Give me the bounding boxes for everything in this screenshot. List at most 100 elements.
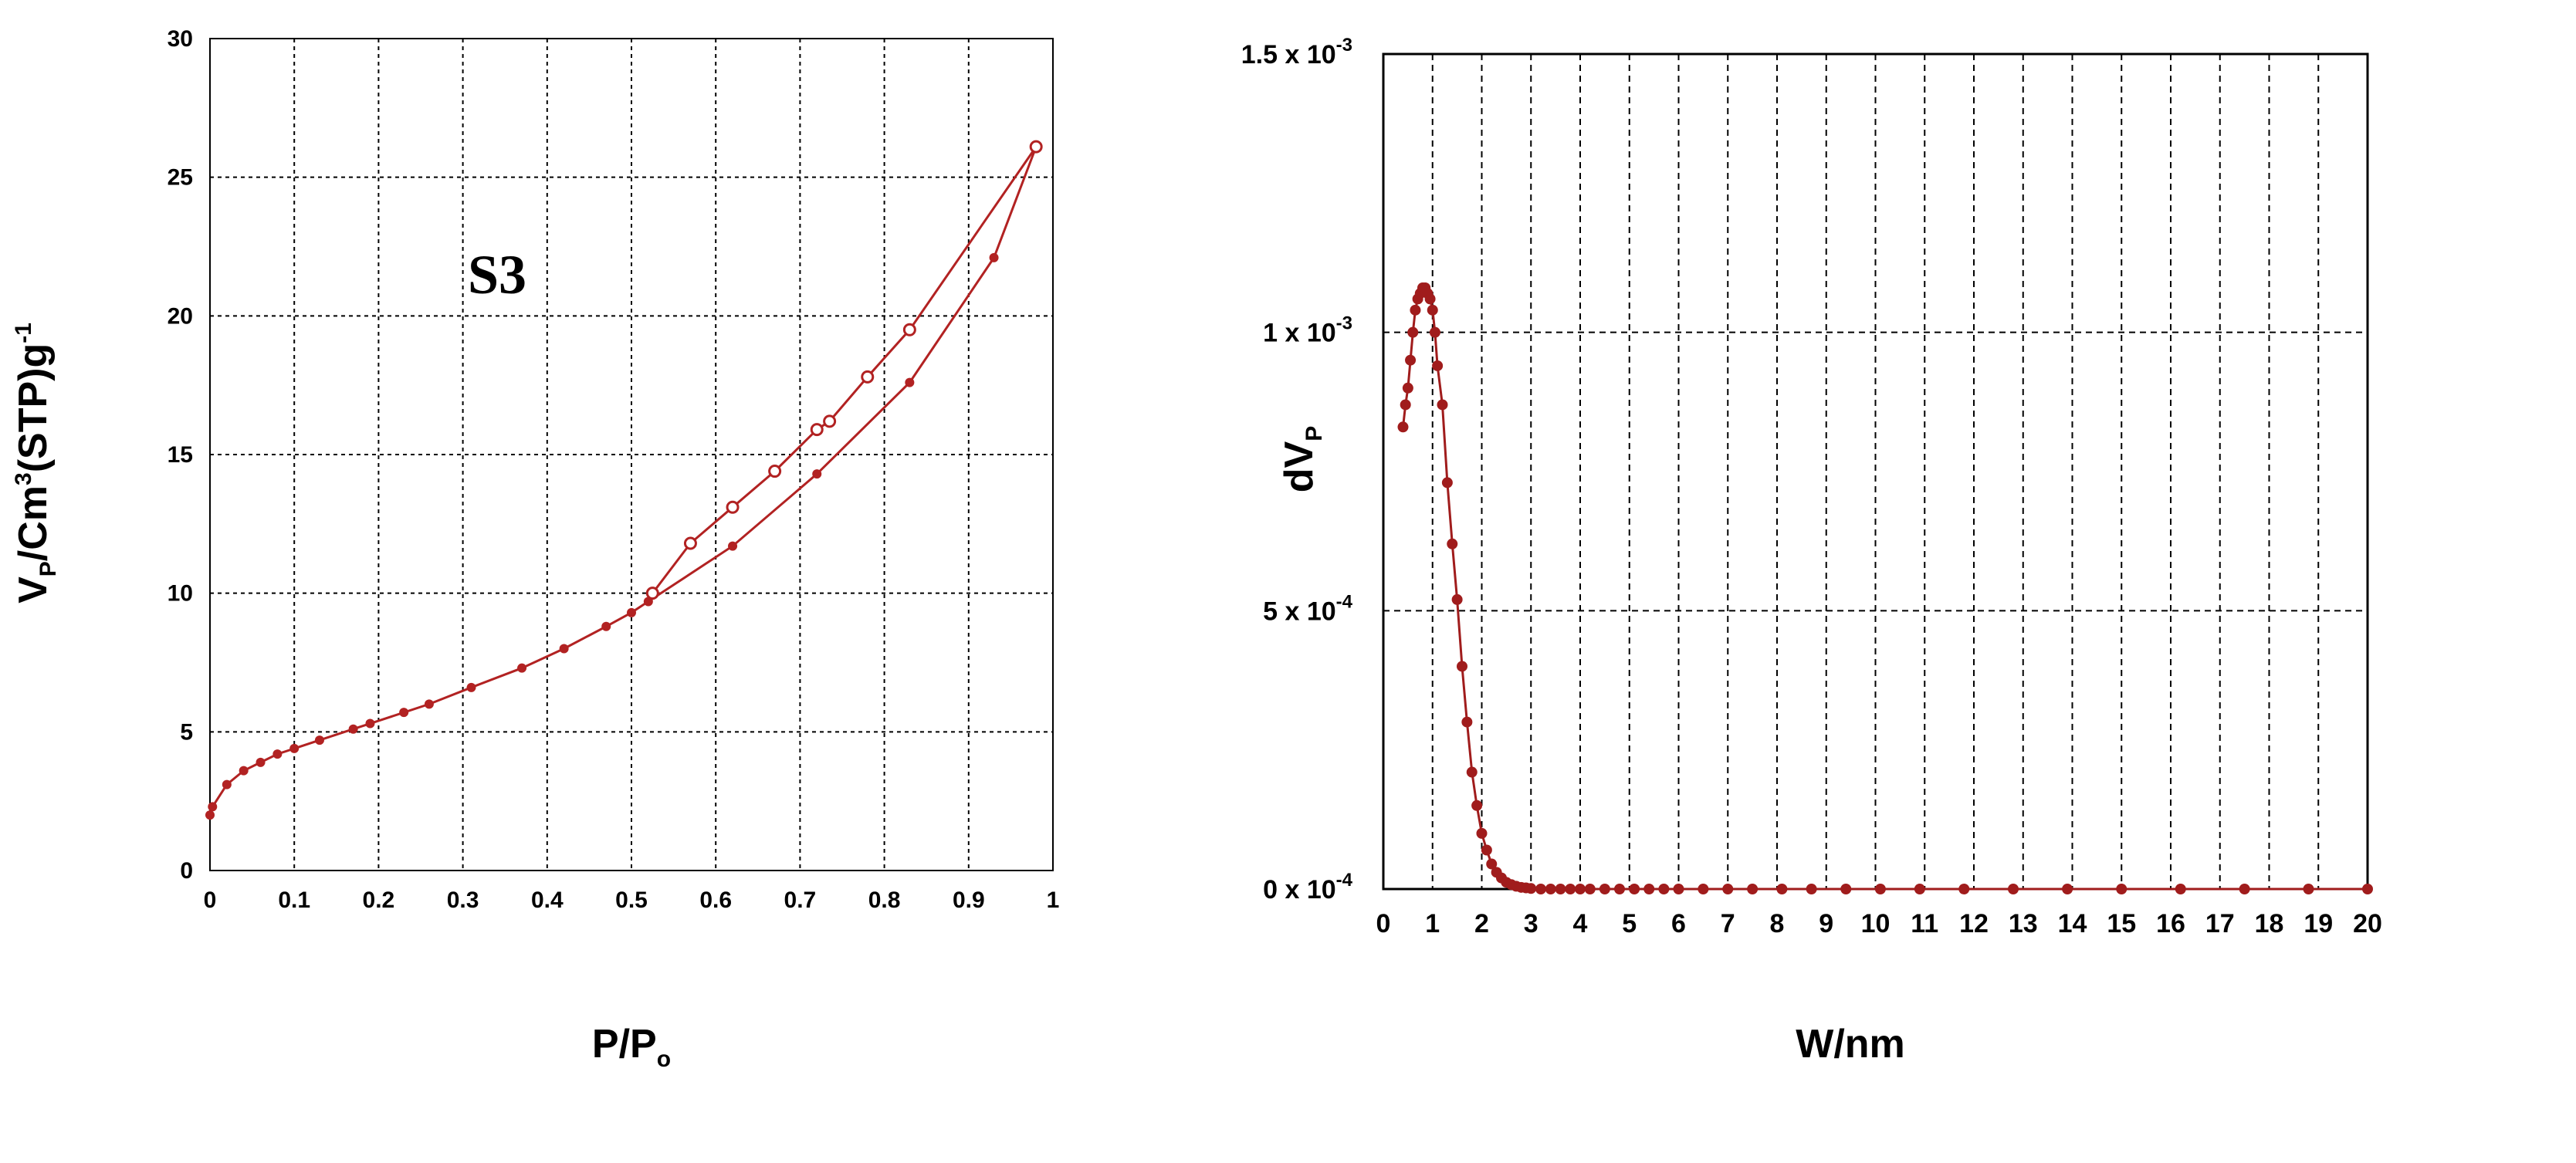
y-tick-exp: -3 [1336,35,1352,56]
x-tick-label: 0 [204,887,217,913]
x-tick-label: 4 [1573,909,1588,938]
x-tick-label: 0.3 [447,887,479,913]
y-axis-title-sup2: -1 [11,323,36,343]
y-tick-label: 10 [168,581,193,607]
y-tick-label: 0 [180,858,193,884]
y-axis-title-2-sub: P [1302,426,1327,441]
x-tick-label: 1 [1047,887,1060,913]
data-point [1424,293,1436,305]
data-point [812,469,822,479]
data-point [1427,304,1438,316]
y-axis-title: VP/Cm3(STP)g-1 [11,323,61,603]
data-point [1429,326,1440,338]
data-point [2362,884,2373,894]
data-point [2008,884,2019,894]
x-tick-label: 0 [1376,909,1391,938]
x-tick-label: 12 [1959,909,1989,938]
data-point [1466,766,1478,778]
y-tick-base: 1.5 x 10 [1241,40,1336,69]
data-point [1806,884,1817,894]
data-point [645,587,659,600]
y-tick-base: 5 x 10 [1263,597,1336,626]
x-axis-title-sub: o [657,1046,671,1072]
data-point [1410,304,1421,316]
data-point [1447,538,1458,549]
sample-label: S3 [468,244,526,306]
y-tick-base: 1 x 10 [1263,319,1336,348]
data-point [1958,884,1970,894]
y-tick-label: 15 [168,442,193,468]
data-point [1584,884,1596,894]
y-tick-label: 5 [180,719,193,745]
x-tick-label: 13 [2009,909,2038,938]
y-axis-title-2-main: dV [1277,441,1322,492]
data-point [517,663,527,673]
y-tick-label: 1.5 x 10-3 [1241,35,1352,69]
x-tick-label: 15 [2107,909,2136,938]
data-point [1471,800,1483,811]
data-point [2175,884,2186,894]
data-point [627,607,636,617]
data-point [1599,884,1610,894]
data-point [823,414,837,428]
series-layer-2 [1397,282,2373,894]
data-point [1698,884,1709,894]
y-axis-title-2: dVP [1277,426,1327,492]
data-point [1432,360,1444,371]
data-point [861,370,875,384]
y-axis-title-tail: (STP)g [11,343,56,473]
data-point [2116,884,2127,894]
data-point [208,802,218,812]
y-axis-title-sub: P [36,561,61,576]
x-axis-title-2: W/nm [1796,1022,1905,1067]
data-point [601,621,611,631]
data-point [348,724,358,734]
data-point [2062,884,2073,894]
data-point [365,718,375,729]
y-axis-title-sup: 3 [11,472,36,485]
y-tick-exp: -4 [1336,870,1353,891]
data-point [1629,884,1640,894]
x-tick-label: 9 [1819,909,1833,938]
data-point [1575,884,1586,894]
data-point [1525,883,1537,894]
y-tick-label: 25 [168,165,193,191]
plot-area-2 [1382,52,2369,891]
y-tick-labels: 0 5 10 15 20 25 30 [168,26,193,884]
y-tick-exp: -3 [1336,313,1352,334]
x-tick-label: 10 [1861,909,1891,938]
x-tick-label: 0.8 [868,887,901,913]
isotherm-chart: 0 0.1 0.2 0.3 0.4 0.5 0.6 0.7 0.8 0.9 1 0 5 10 15 20 25… [11,26,1059,1072]
data-point [399,708,409,718]
data-point [728,541,738,551]
data-point [239,766,249,776]
data-point [1840,884,1852,894]
data-point [1747,884,1759,894]
data-point [222,779,232,789]
x-tick-label: 19 [2304,909,2333,938]
x-tick-label: 0.1 [278,887,310,913]
y-tick-label: 0 x 10-4 [1263,870,1353,904]
data-point [905,377,915,387]
data-point [902,323,916,336]
x-tick-label: 0.6 [699,887,732,913]
data-point [1476,827,1488,839]
x-tick-label: 11 [1911,909,1938,938]
x-axis-title: P/Po [592,1022,671,1072]
x-tick-label: 0.4 [531,887,564,913]
data-point [1874,884,1886,894]
grid-2 [1383,54,2368,889]
data-point [1535,884,1546,894]
data-point [205,810,215,820]
data-point [314,735,324,745]
x-tick-label: 0.2 [363,887,395,913]
x-tick-label: 16 [2156,909,2185,938]
data-point [1397,421,1409,433]
x-tick-label: 0.7 [784,887,817,913]
x-tick-label: 0.5 [615,887,648,913]
data-point [1545,884,1556,894]
data-point [1029,140,1043,154]
x-tick-labels-2: 0 1 2 3 4 5 6 7 8 9 10 11 12 13 14 15 16 17 18 19 20 [1376,909,2382,938]
data-point [1400,399,1411,411]
